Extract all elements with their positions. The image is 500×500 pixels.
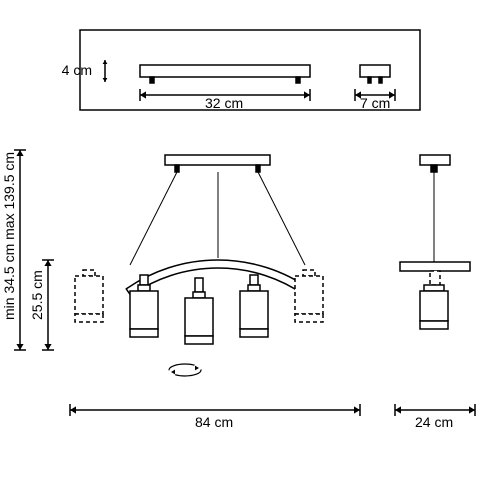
- svg-text:min 34.5 cm max 139.5 cm: min 34.5 cm max 139.5 cm: [1, 152, 17, 320]
- technical-drawing: 4 cm 32 cm 7 cm 84 cm 25.5 cm min 34.5 cm max…: [0, 0, 500, 500]
- svg-text:4 cm: 4 cm: [62, 62, 92, 78]
- svg-text:84 cm: 84 cm: [195, 414, 233, 430]
- svg-text:25.5 cm: 25.5 cm: [29, 270, 45, 320]
- svg-text:24 cm: 24 cm: [415, 414, 453, 430]
- svg-text:32 cm: 32 cm: [205, 95, 243, 111]
- svg-text:7 cm: 7 cm: [360, 95, 390, 111]
